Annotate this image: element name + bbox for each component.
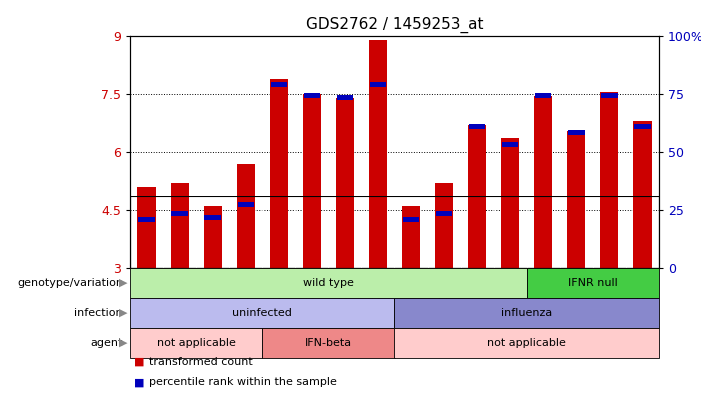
Text: IFNR null: IFNR null: [568, 278, 618, 288]
Bar: [237, 164, 254, 268]
Bar: [270, 79, 288, 268]
Text: influenza: influenza: [501, 308, 552, 318]
Text: ▶: ▶: [119, 308, 128, 318]
Bar: [534, 96, 552, 268]
Bar: [469, 124, 485, 129]
Text: ■: ■: [133, 357, 144, 367]
Bar: [526, 268, 659, 298]
Bar: [402, 206, 420, 268]
Bar: [501, 139, 519, 268]
Text: infection: infection: [74, 308, 123, 318]
Bar: [569, 130, 585, 135]
Bar: [395, 328, 659, 358]
Bar: [170, 183, 189, 268]
Bar: [601, 94, 618, 98]
Text: ▶: ▶: [119, 338, 128, 348]
Bar: [137, 187, 156, 268]
Bar: [205, 215, 221, 220]
Bar: [634, 121, 651, 268]
Bar: [130, 268, 526, 298]
Text: IFN-beta: IFN-beta: [305, 338, 352, 348]
Text: agent: agent: [90, 338, 123, 348]
Text: uninfected: uninfected: [232, 308, 292, 318]
Text: not applicable: not applicable: [157, 338, 236, 348]
Bar: [304, 94, 320, 98]
Bar: [403, 217, 419, 222]
Text: transformed count: transformed count: [149, 357, 252, 367]
Bar: [336, 95, 353, 100]
Bar: [436, 211, 452, 215]
Text: ▶: ▶: [119, 278, 128, 288]
Bar: [370, 82, 386, 87]
Bar: [336, 98, 354, 268]
Bar: [238, 202, 254, 207]
Bar: [369, 40, 387, 268]
Bar: [634, 124, 651, 129]
Bar: [567, 131, 585, 268]
Bar: [535, 94, 552, 98]
Bar: [172, 211, 188, 216]
Bar: [303, 94, 321, 268]
Text: genotype/variation: genotype/variation: [17, 278, 123, 288]
Bar: [203, 206, 222, 268]
Bar: [130, 298, 395, 328]
Text: ■: ■: [133, 377, 144, 387]
Bar: [395, 298, 659, 328]
Bar: [271, 82, 287, 87]
Bar: [600, 92, 618, 268]
Bar: [468, 125, 486, 268]
Bar: [262, 328, 395, 358]
Bar: [138, 217, 155, 222]
Text: not applicable: not applicable: [487, 338, 566, 348]
Bar: [435, 183, 453, 268]
Title: GDS2762 / 1459253_at: GDS2762 / 1459253_at: [306, 17, 483, 33]
Bar: [502, 142, 519, 147]
Text: wild type: wild type: [303, 278, 354, 288]
Text: percentile rank within the sample: percentile rank within the sample: [149, 377, 336, 387]
Bar: [130, 328, 262, 358]
